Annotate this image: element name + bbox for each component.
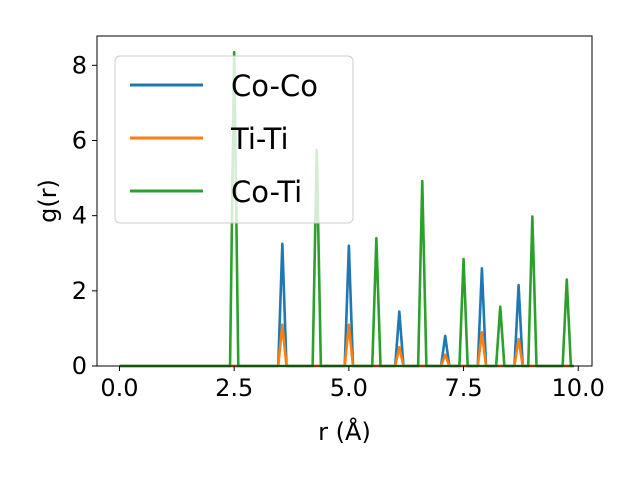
- legend-label: Co-Co: [231, 69, 318, 103]
- x-tick-label: 5.0: [330, 374, 368, 402]
- x-axis-label: r (Å): [318, 417, 371, 446]
- legend-box: [114, 55, 354, 224]
- x-tick-label: 0.0: [100, 374, 138, 402]
- legend-label: Co-Ti: [231, 175, 302, 209]
- legend: Co-Co Ti-Ti Co-Ti: [114, 55, 354, 224]
- y-axis-label: g(r): [34, 179, 62, 223]
- x-tick-label: 10.0: [552, 374, 605, 402]
- legend-label: Ti-Ti: [230, 122, 289, 156]
- y-tick-label: 4: [72, 202, 87, 230]
- axes-layer: 0.0 2.5 5.0 7.5 10.0 0 2 4 6 8: [72, 35, 605, 402]
- y-tick-label: 0: [72, 352, 87, 380]
- y-tick-label: 8: [72, 51, 87, 79]
- axes-frame: [96, 35, 593, 367]
- x-tick-label: 2.5: [215, 374, 253, 402]
- x-tick-label: 7.5: [444, 374, 482, 402]
- y-tick-label: 6: [72, 126, 87, 154]
- y-tick-label: 2: [72, 277, 87, 305]
